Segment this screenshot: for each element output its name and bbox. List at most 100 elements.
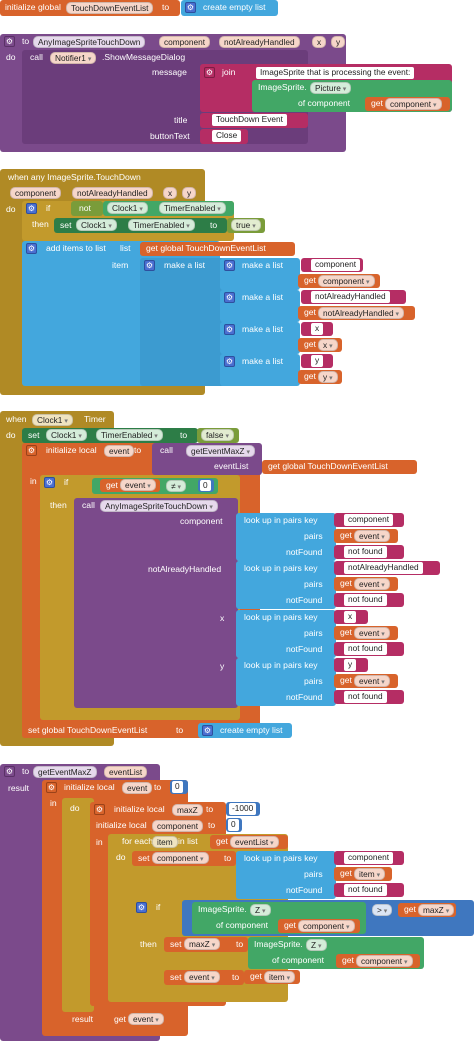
- get-global-touchdown-list[interactable]: get global TouchDownEventList: [140, 242, 295, 256]
- procedure-mutator-gear-icon[interactable]: ⚙: [4, 36, 15, 47]
- mutator-gear-icon[interactable]: ⚙: [185, 2, 196, 13]
- clock-component-dropdown[interactable]: Clock1: [76, 219, 117, 231]
- do-result-block[interactable]: do result: [62, 798, 94, 1024]
- event-variable-dropdown[interactable]: event: [354, 675, 390, 687]
- param-event-list[interactable]: eventList: [104, 766, 148, 778]
- not-found-string[interactable]: not found: [344, 691, 387, 703]
- component-variable-dropdown[interactable]: component: [356, 955, 413, 967]
- clock-timer-enabled-getter[interactable]: Clock1 TimerEnabled: [103, 201, 234, 216]
- x-string[interactable]: x: [311, 323, 324, 335]
- get-maxz-block[interactable]: get maxZ: [398, 903, 456, 917]
- key-y-string[interactable]: y: [344, 659, 357, 671]
- get-event-block[interactable]: get event: [334, 577, 398, 591]
- param-x[interactable]: x: [312, 36, 327, 48]
- operator-dropdown[interactable]: ≠: [166, 480, 187, 492]
- set-clock-timer-enabled-block[interactable]: set Clock1 TimerEnabled to: [22, 428, 198, 443]
- not-found-string[interactable]: not found: [344, 594, 387, 606]
- get-component-block[interactable]: get component: [365, 97, 450, 111]
- local-mutator-gear-icon[interactable]: ⚙: [94, 804, 105, 815]
- join-string[interactable]: ImageSprite that is processing the event…: [256, 67, 415, 79]
- if-mutator-gear-icon[interactable]: ⚙: [44, 477, 55, 488]
- true-dropdown[interactable]: true: [231, 219, 261, 231]
- local-mutator-gear-icon[interactable]: ⚙: [46, 782, 57, 793]
- not-already-handled-variable-dropdown[interactable]: notAlreadyHandled: [318, 307, 405, 319]
- component-variable-dropdown[interactable]: component: [318, 275, 375, 287]
- x-variable-dropdown[interactable]: x: [318, 339, 338, 351]
- number-zero[interactable]: 0: [200, 480, 211, 491]
- procedure-name[interactable]: getEventMaxZ: [33, 766, 97, 778]
- not-found-string-block[interactable]: not found: [334, 593, 404, 607]
- get-global-touchdown-list[interactable]: get global TouchDownEventList: [262, 460, 417, 474]
- set-event-block[interactable]: set event to: [164, 970, 244, 985]
- global-variable-name[interactable]: TouchDownEventList: [66, 2, 154, 14]
- get-item-block[interactable]: get item: [244, 970, 300, 984]
- clock-component-dropdown[interactable]: Clock1: [107, 202, 148, 214]
- procedure-mutator-gear-icon[interactable]: ⚙: [4, 766, 15, 777]
- timer-enabled-property-dropdown[interactable]: TimerEnabled: [96, 429, 163, 441]
- x-string-block[interactable]: x: [301, 322, 333, 336]
- clock-component-dropdown[interactable]: Clock1: [46, 429, 87, 441]
- not-found-string[interactable]: not found: [344, 884, 387, 896]
- maxz-variable-dropdown[interactable]: maxZ: [184, 938, 221, 950]
- operator-dropdown[interactable]: >: [372, 904, 393, 916]
- call-get-event-max-z-block[interactable]: call getEventMaxZ eventList: [152, 443, 262, 475]
- event-list-variable-dropdown[interactable]: eventList: [230, 836, 279, 848]
- global-variable-block[interactable]: initialize global TouchDownEventList to: [0, 0, 180, 16]
- button-text-string[interactable]: Close: [212, 130, 242, 142]
- join-mutator-gear-icon[interactable]: ⚙: [204, 67, 215, 78]
- get-event-block[interactable]: get event: [334, 529, 398, 543]
- set-maxz-block[interactable]: set maxZ to: [164, 937, 248, 952]
- event-variable-dropdown[interactable]: event: [354, 627, 390, 639]
- get-not-already-handled-block[interactable]: get notAlreadyHandled: [298, 306, 415, 320]
- number-neg1000-block[interactable]: -1000: [226, 802, 260, 816]
- title-string[interactable]: TouchDown Event: [212, 114, 287, 126]
- procedure-name[interactable]: AnyImageSpriteTouchDown: [33, 36, 146, 48]
- true-block[interactable]: true: [227, 218, 265, 233]
- button-text-string-block[interactable]: Close: [200, 129, 248, 144]
- event-variable-dropdown[interactable]: event: [184, 971, 220, 983]
- clock-component-dropdown[interactable]: Clock1: [32, 414, 73, 426]
- item-variable-dropdown[interactable]: item: [354, 868, 386, 880]
- title-string-block[interactable]: TouchDown Event: [200, 113, 308, 128]
- item-variable-name[interactable]: item: [152, 836, 178, 848]
- call-any-imagesprite-touchdown-block[interactable]: call AnyImageSpriteTouchDown component n…: [74, 498, 238, 708]
- get-item-block[interactable]: get item: [334, 867, 392, 881]
- make-a-list-outer[interactable]: ⚙ make a list: [140, 258, 228, 386]
- maxz-variable-dropdown[interactable]: maxZ: [418, 904, 455, 916]
- add-items-mutator-gear-icon[interactable]: ⚙: [26, 243, 37, 254]
- make-a-list-mutator-gear-icon[interactable]: ⚙: [224, 324, 235, 335]
- number-neg1000[interactable]: -1000: [229, 803, 257, 815]
- notifier-component-dropdown[interactable]: Notifier1: [50, 52, 97, 64]
- component-variable-dropdown[interactable]: component: [385, 98, 442, 110]
- get-event-block[interactable]: get event: [334, 674, 398, 688]
- key-y-string-block[interactable]: y: [334, 658, 368, 672]
- event-variable-dropdown[interactable]: event: [354, 530, 390, 542]
- local-event-name[interactable]: event: [104, 445, 135, 457]
- get-component-block[interactable]: get component: [278, 919, 360, 933]
- make-a-list-mutator-gear-icon[interactable]: ⚙: [224, 292, 235, 303]
- number-zero-block[interactable]: 0: [226, 818, 242, 832]
- make-a-list-mutator-gear-icon[interactable]: ⚙: [224, 356, 235, 367]
- key-component-string-block[interactable]: component: [334, 851, 404, 865]
- local-maxz-name[interactable]: maxZ: [172, 804, 203, 816]
- component-variable-dropdown[interactable]: component: [298, 920, 355, 932]
- if-mutator-gear-icon[interactable]: ⚙: [26, 203, 37, 214]
- key-not-already-handled-string-block[interactable]: notAlreadyHandled: [334, 561, 440, 575]
- key-x-string-block[interactable]: x: [334, 610, 368, 624]
- false-dropdown[interactable]: false: [201, 429, 234, 441]
- picture-property-dropdown[interactable]: Picture: [310, 82, 352, 94]
- set-component-block[interactable]: set component to: [132, 851, 236, 866]
- get-event-list-block[interactable]: get eventList: [210, 835, 288, 849]
- make-a-list-x[interactable]: ⚙ make a list: [220, 322, 300, 354]
- local-component-name[interactable]: component: [152, 820, 204, 832]
- not-block[interactable]: not: [71, 201, 103, 216]
- get-component-block[interactable]: get component: [336, 954, 420, 968]
- timer-enabled-property-dropdown[interactable]: TimerEnabled: [128, 219, 195, 231]
- event-variable-dropdown[interactable]: event: [128, 1013, 164, 1025]
- get-event-result-block[interactable]: get event: [108, 1012, 170, 1027]
- event-variable-dropdown[interactable]: event: [354, 578, 390, 590]
- make-a-list-mutator-gear-icon[interactable]: ⚙: [224, 260, 235, 271]
- y-string-block[interactable]: y: [301, 354, 333, 368]
- param-not-already-handled[interactable]: notAlreadyHandled: [219, 36, 300, 48]
- not-found-string-block[interactable]: not found: [334, 690, 404, 704]
